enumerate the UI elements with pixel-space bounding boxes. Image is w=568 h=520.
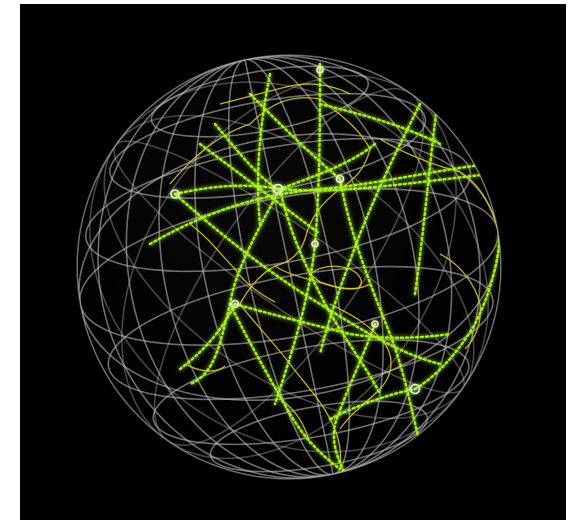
globe-graphic [76, 54, 502, 480]
route-hubs [170, 66, 421, 395]
coastlines [169, 83, 499, 465]
globe-rim [76, 54, 502, 480]
image-canvas [20, 4, 566, 520]
flight-routes [148, 62, 501, 476]
